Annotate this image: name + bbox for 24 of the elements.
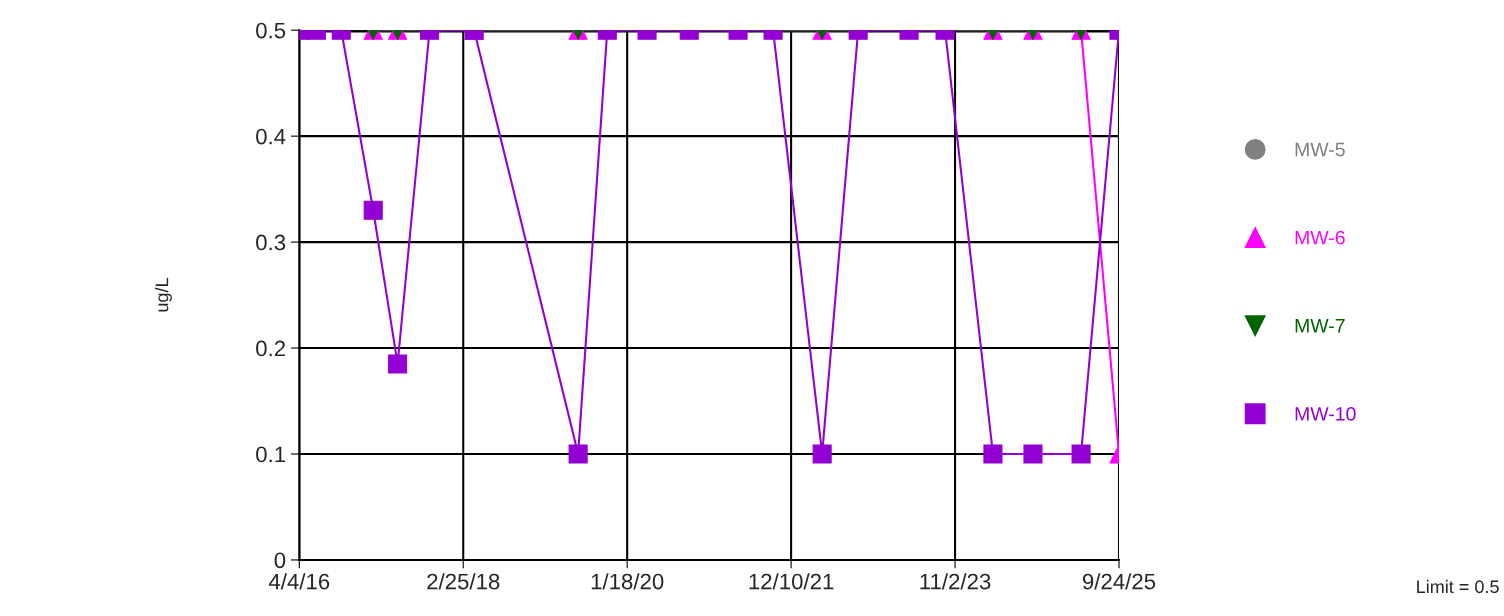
point: [1071, 444, 1091, 464]
y-tick-label: 0: [274, 552, 286, 569]
legend-label: MW-10: [1295, 407, 1356, 421]
ref-line-label: Limit = 0.5: [1417, 579, 1499, 594]
legend-label: MW-7: [1295, 319, 1345, 333]
y-tick-label: 0.3: [256, 234, 286, 251]
y-tick-label: 0.2: [256, 340, 285, 357]
legend-label: MW-6: [1295, 230, 1345, 245]
x-tick-label: 1/18/20: [591, 573, 664, 590]
point: [1023, 444, 1043, 464]
y-axis-title: ug/L: [155, 278, 172, 312]
x-tick-label: 2/25/18: [427, 573, 500, 590]
x-tick-label: 4/4/16: [268, 573, 330, 590]
x-tick-label: 12/10/21: [749, 573, 834, 590]
point: [568, 444, 588, 464]
point: [388, 354, 408, 374]
point: [983, 444, 1003, 464]
y-tick-label: 0.5: [256, 22, 286, 39]
x-tick-label: 9/24/25: [1082, 573, 1156, 590]
y-tick-label: 0.1: [256, 446, 286, 463]
y-tick-label: 0.4: [256, 128, 286, 145]
point: [812, 444, 832, 464]
x-tick-label: 11/2/23: [920, 573, 991, 590]
legend-label: MW-5: [1295, 142, 1345, 157]
